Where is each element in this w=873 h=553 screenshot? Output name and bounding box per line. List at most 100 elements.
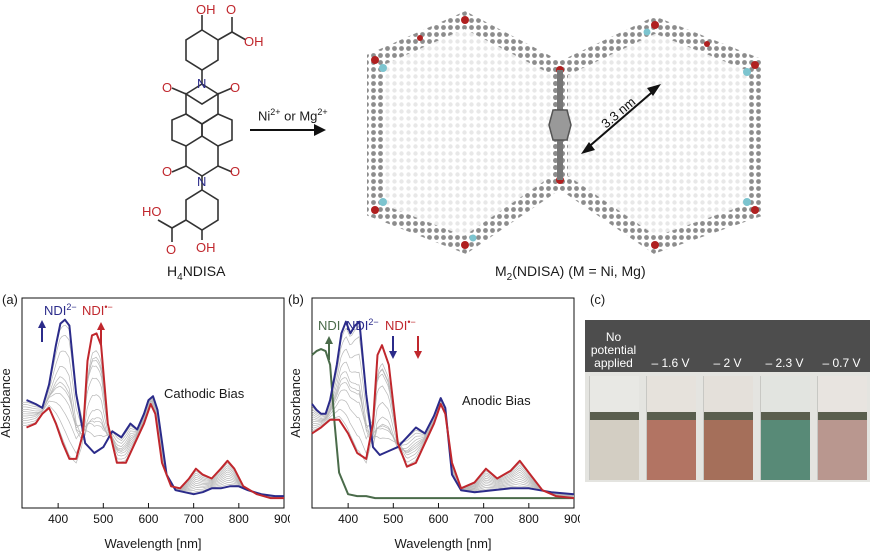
ligand-structure: OH O OH N O O O O N HO O OH (142, 2, 264, 255)
grey-spectrum-b-8 (312, 373, 575, 498)
series-line-a-radical (26, 332, 284, 500)
atom-o-2: O (230, 80, 240, 95)
vial-1 (646, 376, 696, 480)
reaction-conditions: Ni2+ or Mg2+ (258, 107, 328, 123)
vial-0 (589, 376, 639, 480)
reaction-arrow (250, 124, 326, 136)
plot-frame-b (311, 297, 575, 509)
ligand-label: H4NDISA (167, 263, 225, 283)
vial-cell-1: – 1.6 V (642, 320, 699, 482)
ann-a-radical: NDI•− (82, 302, 113, 318)
arrow-b-radical (414, 336, 422, 359)
vial-electrode-2 (704, 412, 753, 420)
x-tick-label-b-700: 700 (474, 512, 494, 526)
x-tick-label-a-800: 800 (229, 512, 249, 526)
ni-charge: 2+ (270, 107, 281, 117)
atom-ho-bottom-acid: HO (142, 204, 162, 219)
x-tick-label-b-900: 900 (564, 512, 580, 526)
x-tick-label-a-500: 500 (93, 512, 113, 526)
right-pore (552, 16, 763, 254)
series-group-a (26, 318, 284, 500)
grey-spectrum-a-8 (22, 365, 284, 498)
ann-b-dianion: NDI2− (346, 317, 379, 333)
ligand-label-rest: NDISA (182, 263, 226, 279)
grey-spectrum-b-5 (311, 371, 575, 497)
xlabel-a: Wavelength [nm] (104, 536, 201, 551)
ligand-label-h: H (167, 263, 178, 279)
atom-o-4: O (230, 164, 240, 179)
x-tick-label-b-400: 400 (338, 512, 358, 526)
grey-spectrum-b-2 (311, 336, 575, 496)
x-tick-label-a-700: 700 (184, 512, 204, 526)
x-tick-label-a-900: 900 (274, 512, 290, 526)
mof-framework-image: 3.3 nm (367, 11, 763, 254)
vial-cell-3: – 2.3 V (756, 320, 813, 482)
ligand-label-sub: 4 (177, 271, 183, 283)
vial-electrode-3 (761, 412, 810, 420)
series-line-b-radical (311, 344, 575, 500)
grey-spectrum-a-2 (21, 335, 284, 497)
arrow-b-neutral (325, 336, 333, 360)
grey-spectrum-b-9 (311, 369, 575, 498)
ann-a-dianion: NDI2− (44, 302, 77, 318)
vial-photo-strip: No potential applied – 1.6 V – 2 V – 2.3 V –… (585, 320, 870, 482)
framework-label: M2(NDISA) (M = Ni, Mg) (495, 263, 646, 283)
vial-voltage-label-4: – 0.7 V (822, 356, 861, 370)
pore-size-arrow (581, 84, 661, 154)
x-tick-label-a-400: 400 (48, 512, 68, 526)
panel-b-label: (b) (288, 292, 304, 307)
x-ticks-b: 400 500 600 700 800 900 (338, 503, 580, 526)
central-linker (548, 70, 572, 180)
atom-oh-top: OH (196, 2, 216, 17)
title-a: Cathodic Bias (164, 386, 245, 401)
x-tick-label-b-500: 500 (383, 512, 403, 526)
grey-spectrum-b-3 (311, 348, 575, 496)
xlabel-b: Wavelength [nm] (394, 536, 491, 551)
vial-liquid-0 (590, 420, 639, 480)
x-ticks-a: 400 500 600 700 800 900 (48, 503, 290, 526)
vial-liquid-2 (704, 420, 753, 480)
vial-liquid-3 (761, 420, 810, 480)
ni-label: Ni (258, 108, 271, 124)
grey-spectrum-a-11 (21, 350, 284, 499)
atom-o-bottom: O (166, 242, 176, 255)
chart-anodic: 400 500 600 700 800 900 Absorbance Wavelength… (290, 297, 580, 551)
vial-cell-2: – 2 V (699, 320, 756, 482)
grey-spectrum-b-11 (311, 362, 575, 499)
vial-2 (703, 376, 753, 480)
vial-3 (760, 376, 810, 480)
atom-o-1: O (162, 80, 172, 95)
grey-spectrum-a-3 (22, 350, 284, 497)
ann-b-neutral: NDI (318, 318, 340, 333)
series-line-a-dianion (26, 318, 284, 498)
left-pore (367, 11, 568, 254)
grey-spectrum-a-10 (22, 356, 284, 499)
arrow-b-dianion (389, 336, 397, 359)
vial-liquid-4 (818, 420, 867, 480)
plot-frame-a (21, 297, 285, 509)
intermediate-spectra-b (311, 325, 575, 499)
mg-charge: 2+ (317, 107, 328, 117)
panel-c-label: (c) (590, 292, 606, 307)
framework-label-m: M (495, 263, 507, 279)
ylabel-a: Absorbance (0, 368, 13, 437)
vial-voltage-label-1: – 1.6 V (651, 356, 690, 370)
chart-cathodic: 400 500 600 700 800 900 Absorbance Wavelength… (0, 297, 290, 551)
framework-label-sub: 2 (506, 271, 513, 283)
title-b: Anodic Bias (462, 393, 531, 408)
vial-cell-4: – 0.7 V (813, 320, 870, 482)
vial-electrode-0 (590, 412, 639, 420)
vial-cell-0: No potential applied (585, 320, 642, 482)
grey-spectrum-a-4 (22, 366, 284, 498)
x-tick-label-b-800: 800 (519, 512, 539, 526)
x-tick-label-a-600: 600 (138, 512, 158, 526)
photo-header-bar (585, 320, 870, 372)
atom-o-top: O (226, 2, 236, 17)
vial-electrode-4 (818, 412, 867, 420)
vial-voltage-label-0: No potential applied (590, 330, 637, 370)
framework-label-rest: (NDISA) (M = Ni, Mg) (512, 263, 646, 279)
ann-b-radical: NDI•− (385, 317, 416, 333)
arrow-a-dianion (38, 320, 46, 342)
atom-oh-bottom: OH (196, 240, 216, 255)
vial-electrode-1 (647, 412, 696, 420)
